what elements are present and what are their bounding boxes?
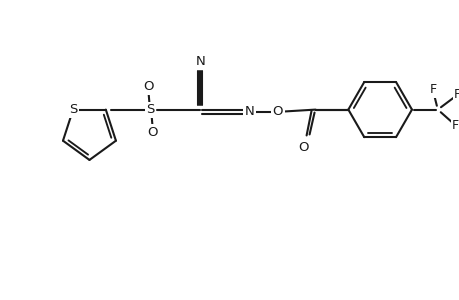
Text: O: O [298,141,308,154]
Text: O: O [143,80,153,93]
Text: S: S [69,103,77,116]
Text: F: F [453,88,459,101]
Text: N: N [195,56,205,68]
Text: S: S [146,103,154,116]
Text: N: N [245,105,254,118]
Text: F: F [451,119,458,132]
Text: F: F [428,83,436,96]
Text: O: O [147,126,157,139]
Text: O: O [272,105,282,118]
